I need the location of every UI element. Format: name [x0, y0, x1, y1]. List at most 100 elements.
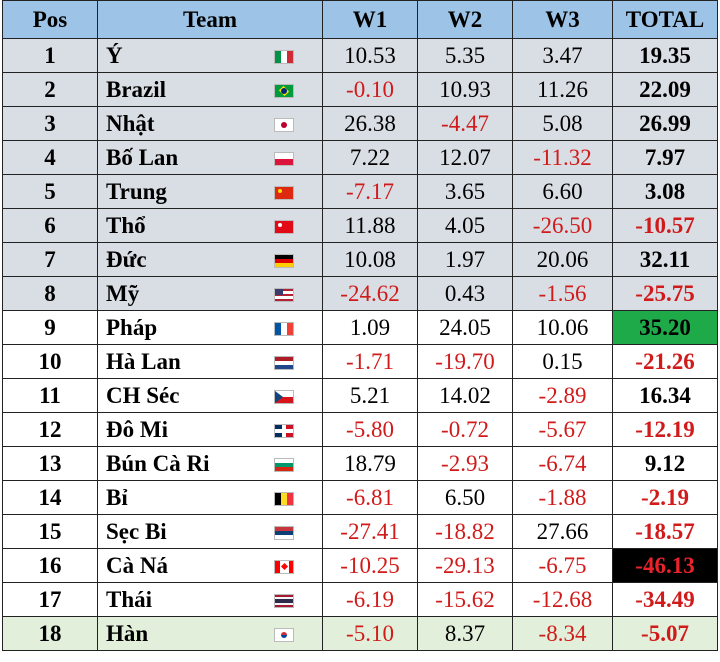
team-cell: Bún Cà Ri	[97, 446, 323, 481]
w3-score-cell: -5.67	[512, 412, 613, 447]
w3-score-cell: -6.74	[512, 446, 613, 481]
position-cell: 6	[2, 208, 98, 243]
table-row: 4 Bố Lan 7.22 12.07 -11.32 7.97	[2, 140, 718, 175]
table-row: 12 Đô Mi -5.80 -0.72 -5.67 -12.19	[2, 412, 718, 447]
w2-score-cell: 3.65	[417, 174, 513, 209]
belgium-flag-icon	[274, 492, 294, 506]
total-score-cell: 35.20	[612, 310, 718, 345]
w1-score-cell: 10.53	[322, 38, 418, 73]
team-cell: Hà Lan	[97, 344, 323, 379]
italy-flag-icon	[274, 50, 294, 64]
total-score-cell: -10.57	[612, 208, 718, 243]
dominican-flag-icon	[274, 424, 294, 438]
w2-score-cell: -15.62	[417, 582, 513, 617]
thailand-flag-icon	[274, 594, 294, 608]
table-row: 14 Bỉ -6.81 6.50 -1.88 -2.19	[2, 480, 718, 515]
w1-score-cell: 5.21	[322, 378, 418, 413]
netherlands-flag-icon	[274, 356, 294, 370]
position-cell: 18	[2, 616, 98, 651]
team-name: Đức	[106, 247, 147, 272]
serbia-flag-icon	[274, 526, 294, 540]
canada-flag-icon	[274, 560, 294, 574]
total-score-cell: 32.11	[612, 242, 718, 277]
w3-score-cell: 3.47	[512, 38, 613, 73]
w2-score-cell: 6.50	[417, 480, 513, 515]
team-name: Sẹc Bi	[106, 519, 167, 544]
position-cell: 4	[2, 140, 98, 175]
table-row: 16 Cà Ná -10.25 -29.13 -6.75 -46.13	[2, 548, 718, 583]
header-w3: W3	[512, 0, 613, 39]
position-cell: 17	[2, 582, 98, 617]
w2-score-cell: 4.05	[417, 208, 513, 243]
position-cell: 10	[2, 344, 98, 379]
total-score-cell: -2.19	[612, 480, 718, 515]
position-cell: 15	[2, 514, 98, 549]
total-score-cell: -5.07	[612, 616, 718, 651]
table-row: 2 Brazil -0.10 10.93 11.26 22.09	[2, 72, 718, 107]
header-team: Team	[97, 0, 323, 39]
china-flag-icon	[274, 186, 294, 200]
usa-flag-icon	[274, 288, 294, 302]
team-name: Hà Lan	[106, 349, 181, 374]
team-name: Hàn	[106, 621, 149, 646]
w1-score-cell: 26.38	[322, 106, 418, 141]
w1-score-cell: -6.81	[322, 480, 418, 515]
table-row: 8 Mỹ -24.62 0.43 -1.56 -25.75	[2, 276, 718, 311]
team-cell: Pháp	[97, 310, 323, 345]
w2-score-cell: 1.97	[417, 242, 513, 277]
team-cell: Cà Ná	[97, 548, 323, 583]
w3-score-cell: 27.66	[512, 514, 613, 549]
total-score-cell: -25.75	[612, 276, 718, 311]
total-score-cell: 19.35	[612, 38, 718, 73]
position-cell: 16	[2, 548, 98, 583]
team-name: CH Séc	[106, 383, 180, 408]
team-name: Nhật	[106, 111, 155, 136]
w3-score-cell: 5.08	[512, 106, 613, 141]
total-score-cell: 26.99	[612, 106, 718, 141]
w1-score-cell: 10.08	[322, 242, 418, 277]
total-score-cell: -18.57	[612, 514, 718, 549]
brazil-flag-icon	[274, 84, 294, 98]
w1-score-cell: 7.22	[322, 140, 418, 175]
team-name: Thái	[106, 587, 153, 612]
w2-score-cell: -2.93	[417, 446, 513, 481]
team-name: Thổ	[106, 213, 146, 238]
position-cell: 13	[2, 446, 98, 481]
team-cell: Đức	[97, 242, 323, 277]
table-row: 7 Đức 10.08 1.97 20.06 32.11	[2, 242, 718, 277]
w3-score-cell: 0.15	[512, 344, 613, 379]
w2-score-cell: -18.82	[417, 514, 513, 549]
w3-score-cell: -8.34	[512, 616, 613, 651]
team-name: Pháp	[106, 315, 158, 340]
france-flag-icon	[274, 322, 294, 336]
w2-score-cell: 8.37	[417, 616, 513, 651]
w2-score-cell: 10.93	[417, 72, 513, 107]
header-row: Pos Team W1 W2 W3 TOTAL	[2, 0, 718, 39]
team-name: Đô Mi	[106, 417, 168, 442]
w2-score-cell: -4.47	[417, 106, 513, 141]
team-cell: Nhật	[97, 106, 323, 141]
w3-score-cell: -1.56	[512, 276, 613, 311]
standings-table: Pos Team W1 W2 W3 TOTAL 1 Ý 10.53 5.35 3.47 1…	[2, 0, 718, 651]
table-row: 11 CH Séc 5.21 14.02 -2.89 16.34	[2, 378, 718, 413]
table-row: 5 Trung -7.17 3.65 6.60 3.08	[2, 174, 718, 209]
team-name: Brazil	[106, 77, 167, 102]
w3-score-cell: -11.32	[512, 140, 613, 175]
w1-score-cell: -7.17	[322, 174, 418, 209]
total-score-cell: 3.08	[612, 174, 718, 209]
position-cell: 7	[2, 242, 98, 277]
team-name: Bố Lan	[106, 145, 179, 170]
position-cell: 5	[2, 174, 98, 209]
position-cell: 1	[2, 38, 98, 73]
position-cell: 2	[2, 72, 98, 107]
total-score-cell: -34.49	[612, 582, 718, 617]
position-cell: 8	[2, 276, 98, 311]
team-cell: Thái	[97, 582, 323, 617]
header-pos: Pos	[2, 0, 98, 39]
w2-score-cell: 5.35	[417, 38, 513, 73]
team-name: Bỉ	[106, 485, 128, 510]
table-row: 13 Bún Cà Ri 18.79 -2.93 -6.74 9.12	[2, 446, 718, 481]
w2-score-cell: 24.05	[417, 310, 513, 345]
w1-score-cell: 1.09	[322, 310, 418, 345]
total-score-cell: -21.26	[612, 344, 718, 379]
